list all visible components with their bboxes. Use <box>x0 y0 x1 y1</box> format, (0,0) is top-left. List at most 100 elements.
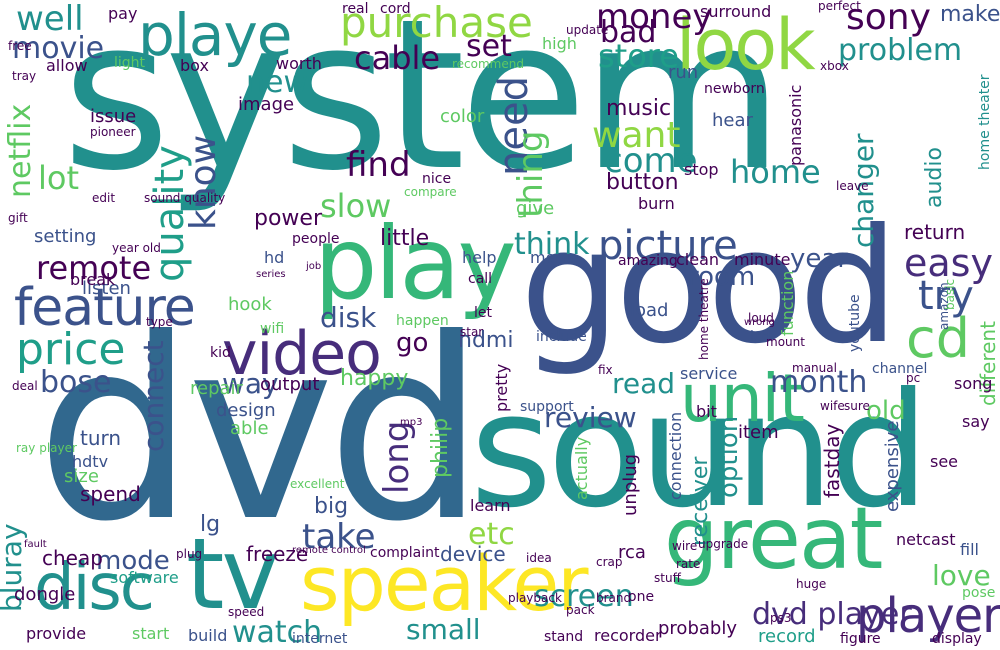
word-make: make <box>940 2 1000 27</box>
word-unit: unit <box>680 360 805 437</box>
word-worth: worth <box>276 54 322 73</box>
word-help: help <box>462 248 497 267</box>
word-ray-player: ray player <box>16 441 77 455</box>
word-free: free <box>8 39 32 53</box>
word-netflix: netflix <box>3 103 38 198</box>
word-think: think <box>514 227 590 262</box>
word-audio: audio <box>922 147 947 208</box>
word-real: real <box>342 1 369 17</box>
word-surround: surround <box>700 2 772 21</box>
word-fix: fix <box>598 363 613 377</box>
word-sound: sound <box>470 359 930 543</box>
word-lcd: lcd <box>750 329 771 345</box>
word-know: know <box>183 134 224 230</box>
word-type: type <box>146 315 173 329</box>
word-want: want <box>592 115 681 156</box>
word-stop: stop <box>684 160 719 179</box>
word-stand: stand <box>544 629 584 645</box>
word-playe: playe <box>138 1 292 69</box>
word-youtube: youtube <box>847 294 863 352</box>
word-pack: pack <box>566 603 595 617</box>
word-record: record <box>758 626 816 647</box>
word-sure: sure <box>844 399 870 413</box>
word-deal: deal <box>12 379 38 393</box>
word-music: music <box>606 96 672 121</box>
word-small: small <box>406 613 481 646</box>
word-provide: provide <box>26 624 87 643</box>
word-hear: hear <box>712 110 753 131</box>
word-nice: nice <box>422 171 452 187</box>
word-size: size <box>64 466 99 487</box>
word-great: great <box>664 489 883 589</box>
word-basic: basic <box>943 278 957 310</box>
word-see: see <box>930 452 959 471</box>
word-spend: spend <box>80 482 141 506</box>
word-tray: tray <box>12 69 37 83</box>
word-color: color <box>440 106 485 127</box>
word-dongle: dongle <box>14 584 76 605</box>
word-figure: figure <box>840 631 881 647</box>
word-month: month <box>770 365 868 400</box>
word-button: button <box>606 170 679 195</box>
word-feature: feature <box>14 278 196 338</box>
word-kid: kid <box>210 345 231 361</box>
word-remote: remote <box>36 249 152 287</box>
word-connection: connection <box>666 411 685 500</box>
word-bit: bit <box>696 402 717 421</box>
word-newborn: newborn <box>704 81 765 97</box>
word-money: money <box>596 0 713 37</box>
word-take: take <box>302 517 376 557</box>
word-cord: cord <box>380 1 411 17</box>
word-output: output <box>260 374 320 395</box>
word-lot: lot <box>38 159 80 197</box>
word-light: light <box>114 55 146 71</box>
word-mount: mount <box>766 335 805 349</box>
word-review: review <box>544 401 637 434</box>
word-recorder: recorder <box>594 626 662 645</box>
word-picture: picture <box>598 223 738 269</box>
word-include: include <box>536 329 587 345</box>
word-big: big <box>314 494 349 519</box>
word-hdtv: hdtv <box>72 452 109 471</box>
word-design: design <box>216 400 276 421</box>
word-wire: wire <box>672 539 698 553</box>
word-year-old: year old <box>112 241 161 255</box>
word-recommend: recommend <box>452 57 524 71</box>
word-function: function <box>778 270 797 336</box>
word-allow: allow <box>46 56 88 75</box>
word-high: high <box>542 34 577 53</box>
word-little: little <box>380 226 430 251</box>
word-try: try <box>918 273 974 319</box>
word-netcast: netcast <box>896 530 956 549</box>
word-pc: pc <box>906 371 921 385</box>
word-perfect: perfect <box>818 0 861 13</box>
word-edit: edit <box>92 191 116 205</box>
word-plug: plug <box>176 547 203 561</box>
word-receiver: receiver <box>688 456 713 546</box>
word-actually: actually <box>572 436 591 500</box>
word-philip: philip <box>428 417 453 478</box>
word-sony: sony <box>846 0 931 38</box>
word-probably: probably <box>658 618 737 639</box>
word-break: break <box>70 270 116 289</box>
word-come: come <box>604 141 698 181</box>
word-room: room <box>688 262 756 292</box>
word-pay: pay <box>108 4 138 23</box>
word-well: well <box>16 0 84 39</box>
word-song: song <box>954 374 993 393</box>
word-connect: connect <box>137 340 170 452</box>
word-home: home <box>730 153 821 191</box>
word-playback: playback <box>508 591 562 605</box>
word-speed: speed <box>228 605 265 619</box>
word-let: let <box>474 305 492 321</box>
word-way: way <box>222 367 279 400</box>
word-dvd-player: dvd player <box>752 597 912 632</box>
word-pose: pose <box>962 585 996 601</box>
word-tv: tv <box>186 518 279 632</box>
word-video: video <box>222 319 382 389</box>
word-old: old <box>866 396 906 426</box>
word-system: system <box>62 0 784 217</box>
word-upgrade: upgrade <box>698 537 749 551</box>
word-setting: setting <box>34 226 97 247</box>
